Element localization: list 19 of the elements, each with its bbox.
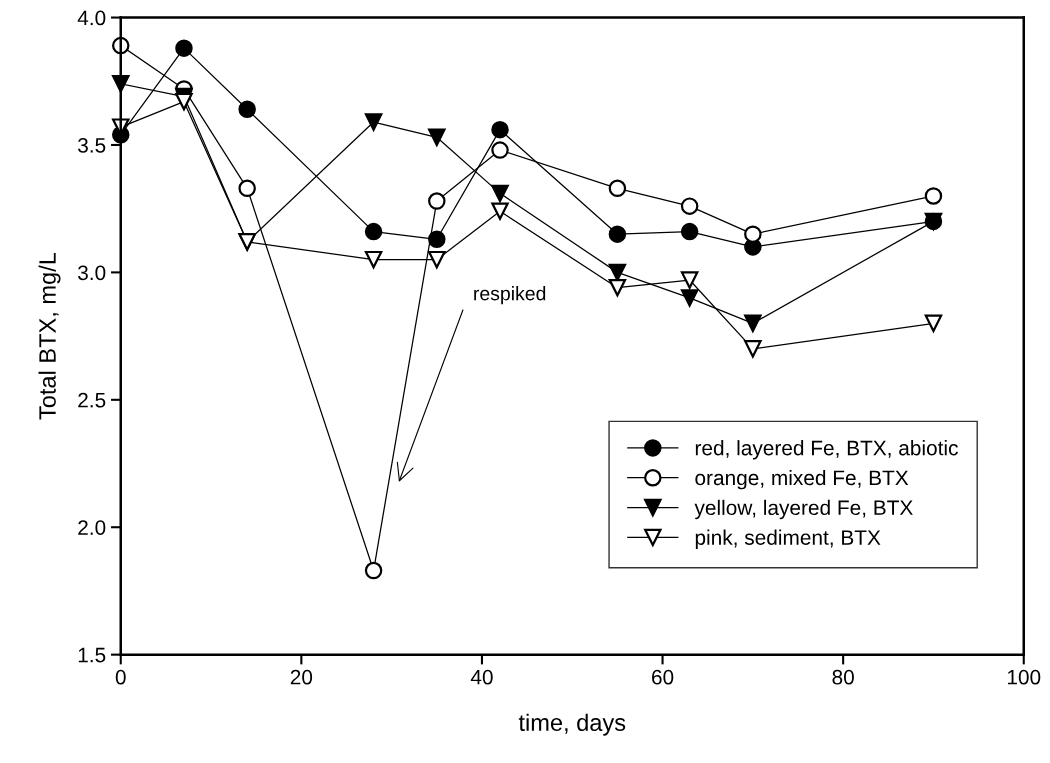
x-tick-label: 20	[290, 669, 313, 685]
legend-label: red, layered Fe, BTX, abiotic	[695, 440, 958, 460]
y-axis-title: Total BTX, mg/L	[38, 252, 61, 420]
y-tick-label: 2.0	[78, 520, 106, 535]
annotation: respiked	[474, 286, 546, 305]
y-tick-label: 3.0	[78, 265, 106, 281]
x-tick-label: 80	[832, 669, 854, 685]
legend-label: pink, sediment, BTX	[695, 529, 881, 550]
legend-label: orange, mixed Fe, BTX	[695, 469, 909, 490]
x-tick-label: 40	[470, 669, 493, 685]
legend-label: yellow, layered Fe, BTX	[694, 499, 913, 520]
x-axis-title: time, days	[518, 713, 626, 736]
y-tick-label: 2.5	[78, 392, 106, 408]
x-tick-label: 0	[115, 669, 126, 685]
x-tick-label: 100	[1007, 669, 1041, 685]
y-tick-label: 4.0	[77, 10, 106, 26]
y-tick-label: 1.5	[78, 647, 106, 663]
y-tick-label: 3.5	[78, 137, 106, 153]
x-tick-label: 60	[652, 669, 674, 685]
